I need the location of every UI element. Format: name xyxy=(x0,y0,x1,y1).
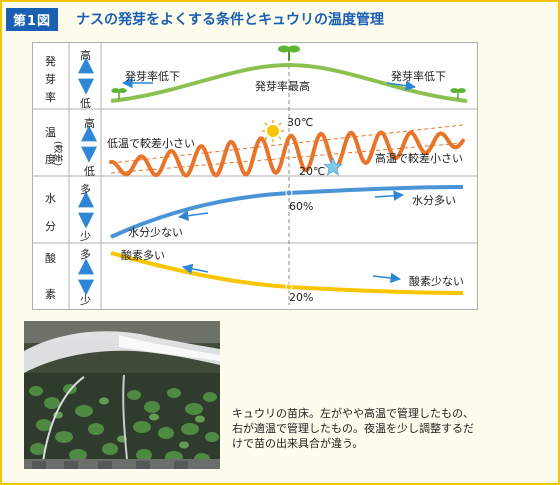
oxygen-marker-label: 20% xyxy=(289,291,314,304)
water-left-arrow xyxy=(177,210,209,221)
germination-label-char: 率 xyxy=(45,91,56,104)
photo-caption: キュウリの苗床。左がやや高温で管理したもの、右が適温で管理したもの。夜温を少し調… xyxy=(232,407,474,450)
germination-right-arrow xyxy=(386,80,417,91)
water-axis-high: 多 xyxy=(80,183,91,196)
seedling-icon xyxy=(111,88,127,99)
seedling-icon xyxy=(278,45,300,61)
water-marker-label: 60% xyxy=(289,200,314,213)
oxygen-marker xyxy=(285,283,293,291)
oxygen-axis-high: 多 xyxy=(80,248,91,261)
figure-badge: 第1図 xyxy=(6,8,59,31)
germination-label-char: 発 xyxy=(45,55,56,68)
germination-label-char: 芽 xyxy=(45,73,56,86)
oxygen-label-char: 酸 xyxy=(45,252,56,265)
water-right-arrow xyxy=(374,190,405,201)
germination-right-label: 発芽率低下 xyxy=(391,70,446,83)
condition-chart: 発 芽 率 高 低 発芽率低下 発芽率最高 発芽率低下 温 度 高 低 (較差)… xyxy=(32,42,478,310)
oxygen-right-arrow xyxy=(372,272,402,284)
water-left-label: 水分少ない xyxy=(128,226,183,239)
temperature-peak-label: 30℃ xyxy=(287,116,314,129)
germination-left-label: 発芽率低下 xyxy=(125,70,180,83)
figure-title: ナスの発芽をよくする条件とキュウリの温度管理 xyxy=(76,12,384,28)
water-axis-low: 少 xyxy=(80,230,91,243)
temperature-wave xyxy=(109,130,465,178)
axis-arrows xyxy=(78,57,97,296)
temperature-label-char: 度 xyxy=(45,153,56,166)
chart-svg xyxy=(33,43,477,309)
temperature-axis-note: (較差) xyxy=(52,141,62,167)
oxygen-left-label: 酸素多い xyxy=(121,249,165,262)
temperature-trough-label: 20℃ xyxy=(299,165,326,178)
greenhouse-seedbed-photo xyxy=(24,321,220,469)
sun-icon xyxy=(262,120,284,142)
water-marker xyxy=(285,189,293,197)
water-label-char: 水 xyxy=(45,192,56,205)
temperature-axis-low: 低 xyxy=(84,165,95,178)
water-label-char: 分 xyxy=(45,220,56,233)
oxygen-axis-low: 少 xyxy=(80,294,91,307)
seedling-icon xyxy=(450,88,466,99)
water-right-label: 水分多い xyxy=(412,194,456,207)
germination-axis-low: 低 xyxy=(80,97,91,110)
temperature-left-label: 低温で較差小さい xyxy=(107,137,195,150)
germination-center-label: 発芽率最高 xyxy=(255,80,310,93)
temperature-axis-high: 高 xyxy=(84,117,95,130)
germination-axis-high: 高 xyxy=(80,49,91,62)
oxygen-label-char: 素 xyxy=(45,288,56,301)
star-icon xyxy=(323,157,343,176)
temperature-right-label: 高温で較差小さい xyxy=(375,152,463,165)
oxygen-right-label: 酸素少ない xyxy=(409,275,464,288)
temperature-label-char: 温 xyxy=(45,126,56,139)
oxygen-left-arrow xyxy=(181,263,209,275)
